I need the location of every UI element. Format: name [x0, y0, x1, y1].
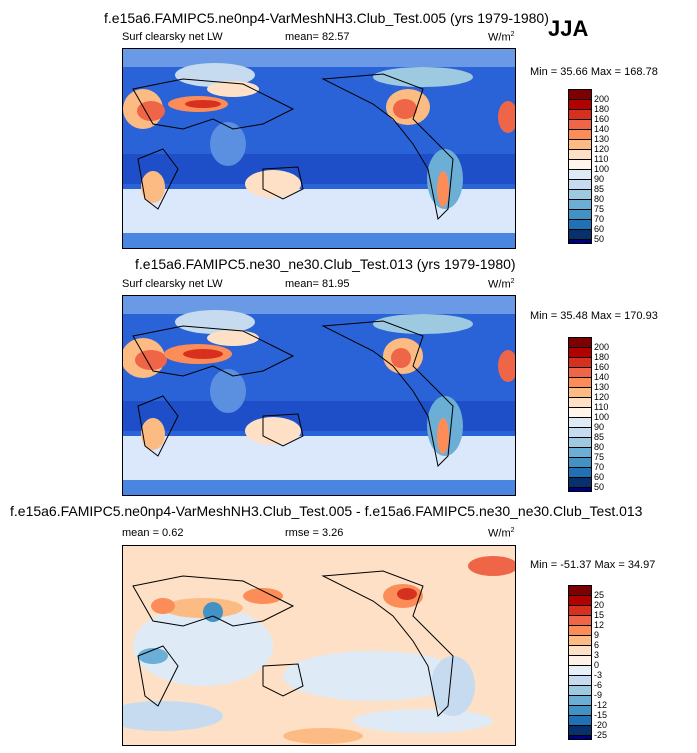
colorbar-tick: 130	[594, 382, 610, 392]
panel-2-map	[122, 295, 516, 496]
colorbar-tick: 100	[594, 164, 610, 174]
colorbar-tick: 200	[594, 94, 610, 104]
panel-1-minmax: Min = 35.66 Max = 168.78	[530, 66, 658, 78]
colorbar-tick: 6	[594, 640, 600, 650]
colorbar-tick: 3	[594, 650, 600, 660]
colorbar-tick: 70	[594, 462, 605, 472]
panel-2-minmax: Min = 35.48 Max = 170.93	[530, 310, 658, 322]
colorbar-tick: 180	[594, 104, 610, 114]
colorbar-tick: 90	[594, 174, 605, 184]
colorbar-tick: 160	[594, 114, 610, 124]
panel-3-map	[122, 545, 516, 746]
panel-1-mean: mean= 82.57	[285, 31, 350, 43]
colorbar-tick: 60	[594, 224, 605, 234]
panel-2-mean: mean= 81.95	[285, 278, 350, 290]
colorbar-tick: 85	[594, 432, 605, 442]
colorbar-tick: 110	[594, 402, 609, 412]
colorbar-tick: 140	[594, 372, 610, 382]
colorbar-tick: 200	[594, 342, 610, 352]
colorbar-tick: -3	[594, 670, 603, 680]
panel-1-units: W/m2	[488, 31, 515, 44]
colorbar-tick: -9	[594, 690, 603, 700]
panel-2-variable-label: Surf clearsky net LW	[122, 278, 223, 290]
colorbar-tick: 70	[594, 214, 605, 224]
panel-1-variable-label: Surf clearsky net LW	[122, 31, 223, 43]
panel-2-units: W/m2	[488, 278, 515, 291]
colorbar-tick: 9	[594, 630, 600, 640]
panel-3-minmax: Min = -51.37 Max = 34.97	[530, 559, 656, 571]
panel-3-title: f.e15a6.FAMIPC5.ne0np4-VarMeshNH3.Club_T…	[10, 503, 643, 519]
colorbar-tick: 130	[594, 134, 610, 144]
colorbar-tick: -12	[594, 700, 608, 710]
colorbar-tick: -6	[594, 680, 603, 690]
colorbar-tick: 15	[594, 610, 605, 620]
colorbar-tick: 12	[594, 620, 605, 630]
colorbar-tick: 120	[594, 392, 610, 402]
colorbar-tick: 180	[594, 352, 610, 362]
season-label: JJA	[548, 16, 589, 41]
panel-1-colorbar	[568, 89, 592, 244]
colorbar-tick: 80	[594, 442, 605, 452]
panel-3-units: W/m2	[488, 527, 515, 540]
colorbar-tick: 75	[594, 204, 605, 214]
colorbar-tick: 110	[594, 154, 609, 164]
colorbar-tick: 160	[594, 362, 610, 372]
panel-3-colorbar	[568, 585, 592, 740]
panel-1-map	[122, 48, 516, 249]
colorbar-tick: -25	[594, 730, 608, 740]
colorbar-tick: 60	[594, 472, 605, 482]
panel-3-mean: mean = 0.62	[122, 527, 184, 539]
panel-2-colorbar	[568, 337, 592, 492]
colorbar-tick: -20	[594, 720, 608, 730]
colorbar-tick: 85	[594, 184, 605, 194]
colorbar-tick: 100	[594, 412, 610, 422]
panel-3-rmse: rmse = 3.26	[285, 527, 344, 539]
colorbar-tick: 50	[594, 482, 605, 492]
colorbar-tick: 140	[594, 124, 610, 134]
colorbar-tick: 20	[594, 600, 605, 610]
colorbar-tick: 120	[594, 144, 610, 154]
colorbar-tick: 90	[594, 422, 605, 432]
colorbar-tick: 50	[594, 234, 605, 244]
panel-1-title: f.e15a6.FAMIPC5.ne0np4-VarMeshNH3.Club_T…	[104, 10, 549, 26]
colorbar-tick: 0	[594, 660, 600, 670]
panel-2-title: f.e15a6.FAMIPC5.ne30_ne30.Club_Test.013 …	[135, 256, 516, 272]
colorbar-tick: 80	[594, 194, 605, 204]
colorbar-tick: -15	[594, 710, 608, 720]
colorbar-tick: 25	[594, 590, 605, 600]
colorbar-tick: 75	[594, 452, 605, 462]
